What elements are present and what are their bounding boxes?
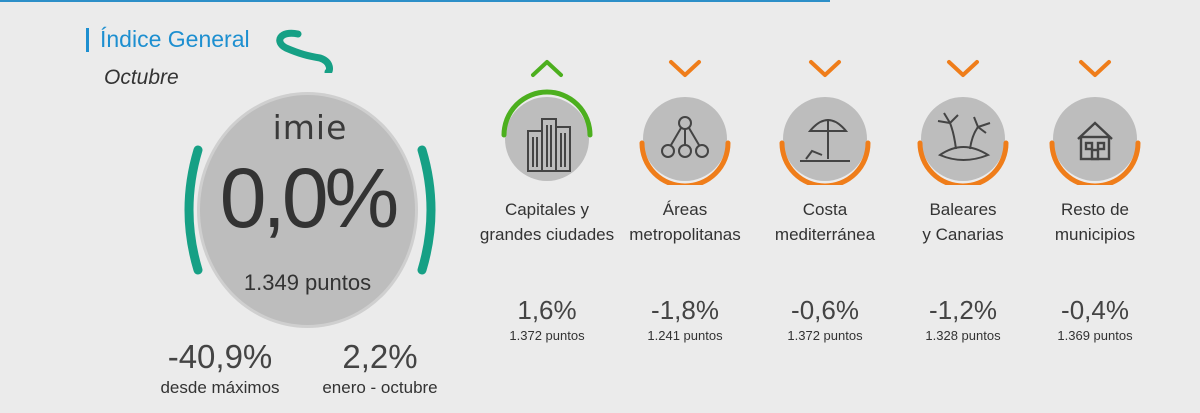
flat-trend-icon bbox=[276, 29, 333, 73]
stat-label: desde máximos bbox=[160, 378, 280, 397]
region-value: -0,4% bbox=[1061, 295, 1129, 325]
region-name: Áreas metropolitanas bbox=[629, 200, 741, 244]
island-palm-icon bbox=[937, 112, 991, 161]
region-points: 1.369 puntos bbox=[1057, 328, 1133, 343]
region-capitales: Capitales y grandes ciudades 1,6% 1.372 … bbox=[472, 55, 622, 343]
region-resto-municipios: Resto de municipios -0,4% 1.369 puntos bbox=[1020, 55, 1170, 343]
region-ring bbox=[779, 97, 871, 185]
region-costa-mediterranea: Costa mediterránea -0,6% 1.372 puntos bbox=[750, 55, 900, 343]
region-ring bbox=[1049, 97, 1141, 185]
main-index-points: 1.349 puntos bbox=[243, 270, 372, 295]
region-ring bbox=[917, 97, 1009, 185]
region-name: Capitales y grandes ciudades bbox=[479, 200, 615, 244]
region-name: Resto de municipios bbox=[1054, 200, 1136, 244]
region-areas-metropolitanas: Áreas metropolitanas -1,8% 1.241 puntos bbox=[610, 55, 760, 343]
region-points: 1.372 puntos bbox=[787, 328, 863, 343]
imie-logo: imie bbox=[272, 108, 348, 147]
chevron-down-icon bbox=[1079, 60, 1111, 77]
buildings-icon bbox=[527, 118, 571, 172]
beach-umbrella-icon bbox=[800, 119, 850, 162]
stat-label: enero - octubre bbox=[322, 378, 438, 397]
main-index-value: 0,0% bbox=[219, 151, 399, 245]
region-name: Costa mediterránea bbox=[774, 200, 876, 244]
region-name: Baleares y Canarias bbox=[922, 200, 1004, 244]
title-accent-bar bbox=[86, 28, 89, 52]
top-rule bbox=[0, 0, 830, 2]
region-ring bbox=[639, 97, 731, 185]
chevron-down-icon bbox=[809, 60, 841, 77]
chevron-down-icon bbox=[947, 60, 979, 77]
region-value: -1,2% bbox=[929, 295, 997, 325]
region-ring bbox=[501, 89, 593, 181]
stat-ytd: 2,2% enero - octubre bbox=[310, 338, 450, 398]
region-value: 1,6% bbox=[517, 295, 577, 325]
page-title: Índice General bbox=[100, 26, 250, 52]
region-points: 1.328 puntos bbox=[925, 328, 1001, 343]
main-index-circle bbox=[200, 95, 415, 325]
house-icon bbox=[1077, 121, 1113, 161]
page-subtitle: Octubre bbox=[104, 66, 179, 89]
region-baleares-canarias: Baleares y Canarias -1,2% 1.328 puntos bbox=[888, 55, 1038, 343]
region-points: 1.241 puntos bbox=[647, 328, 723, 343]
region-value: -1,8% bbox=[651, 295, 719, 325]
region-points: 1.372 puntos bbox=[509, 328, 585, 343]
region-value: -0,6% bbox=[791, 295, 859, 325]
stat-value: -40,9% bbox=[167, 338, 273, 375]
stat-value: 2,2% bbox=[342, 338, 418, 375]
chevron-up-icon bbox=[531, 60, 563, 77]
stat-from-max: -40,9% desde máximos bbox=[150, 338, 290, 398]
network-icon bbox=[661, 116, 709, 158]
main-index-brackets bbox=[184, 145, 436, 275]
chevron-down-icon bbox=[669, 60, 701, 77]
